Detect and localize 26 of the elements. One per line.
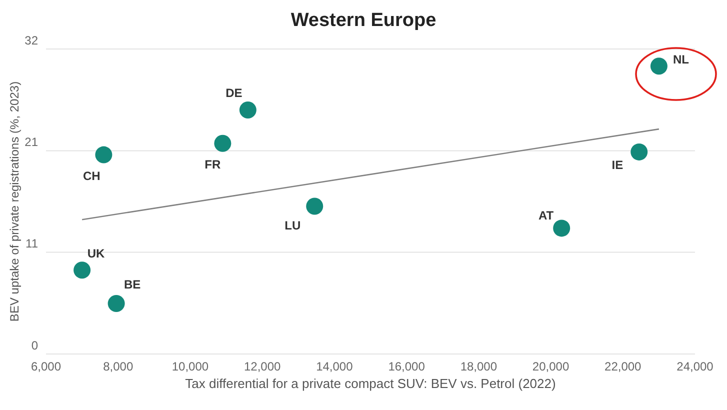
chart-title: Western Europe (290, 10, 438, 32)
annotation: LU (284, 218, 301, 232)
x-axis-title: Tax differential for a private compact SUV: BEV vs. Petrol (2022) (185, 376, 556, 391)
annotation: AT (538, 208, 554, 222)
x-tick-label: 22,000 (604, 360, 642, 374)
x-tick-label: 8,000 (103, 360, 134, 374)
x-tick-label: 18,000 (460, 360, 498, 374)
x-tick-label: 12,000 (244, 360, 282, 374)
annotation: UK (87, 246, 106, 260)
x-tick-label: 20,000 (532, 360, 570, 374)
annotation: IE (612, 158, 624, 172)
x-tick-label: 14,000 (316, 360, 354, 374)
annotation: FR (204, 158, 221, 172)
y-axis-title: BEV uptake of private registrations (%, 2023) (7, 81, 22, 322)
y-tick-label: 0 (31, 338, 38, 352)
x-tick-label: 10,000 (172, 360, 209, 374)
x-tick-label: 16,000 (388, 360, 426, 374)
annotation: NL (672, 52, 689, 66)
y-tick-label: 11 (26, 236, 38, 251)
x-tick-label: 24,000 (676, 360, 714, 374)
annotation: CH (83, 168, 100, 183)
x-tick-label: 6,000 (30, 360, 62, 374)
annotation: DE (226, 86, 242, 100)
annotation: BE (124, 278, 141, 292)
y-tick-label: 21 (24, 134, 38, 149)
y-tick-label: 32 (24, 33, 38, 48)
